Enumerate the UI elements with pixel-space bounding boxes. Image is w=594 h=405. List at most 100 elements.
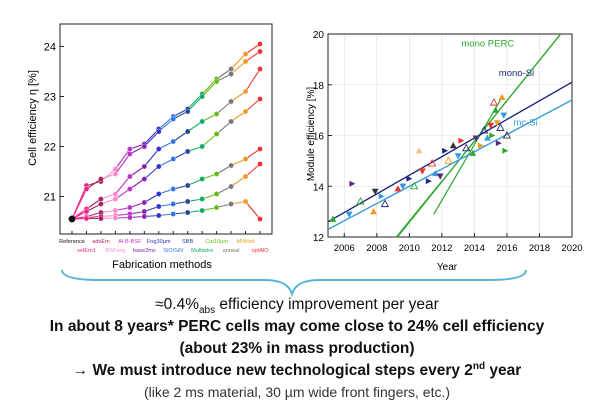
left-data-point xyxy=(127,173,133,180)
left-data-point xyxy=(257,41,263,47)
steps-line: → We must introduce new technological st… xyxy=(0,361,594,380)
left-category-label: selEm1 xyxy=(77,248,96,254)
left-step-arrow xyxy=(71,188,87,220)
left-data-point xyxy=(199,93,205,100)
left-data-point xyxy=(184,148,191,155)
left-data-point xyxy=(98,196,104,202)
right-y-tick-label: 20 xyxy=(313,30,325,41)
right-data-point xyxy=(399,183,407,190)
right-y-axis-label: Module efficiency [%] xyxy=(306,87,317,182)
left-data-point xyxy=(257,216,263,222)
right-y-tick-label: 12 xyxy=(313,233,325,244)
left-data-point xyxy=(213,191,220,197)
left-step-arrow xyxy=(143,166,160,180)
right-data-point xyxy=(469,149,477,156)
left-data-point xyxy=(155,163,162,170)
left-data-point xyxy=(170,201,177,207)
right-data-point xyxy=(406,175,413,182)
left-data-point xyxy=(155,128,162,135)
left-y-axis-label: Cell efficiency η [%] xyxy=(27,70,39,166)
left-data-point xyxy=(228,66,234,72)
rate-line: ≈0.4%abs efficiency improvement per year xyxy=(0,296,594,316)
left-data-point xyxy=(242,88,249,95)
left-data-point xyxy=(184,182,191,189)
right-data-point xyxy=(487,122,495,129)
perc-line: In about 8 years* PERC cells may come cl… xyxy=(49,318,545,335)
left-step-arrow xyxy=(245,163,261,177)
rate-value: ≈0.4% xyxy=(155,296,199,313)
left-x-axis-label: Fabrication methods xyxy=(112,259,212,271)
left-step-arrow xyxy=(245,98,261,112)
left-data-point xyxy=(112,191,119,197)
left-category-label: optAlO xyxy=(251,248,269,254)
left-category-label: SiO/SiN xyxy=(163,248,183,254)
right-x-axis-label: Year xyxy=(437,262,458,273)
right-x-tick-label: 2016 xyxy=(496,243,517,254)
left-step-arrow xyxy=(129,178,145,190)
left-data-point xyxy=(199,196,205,202)
left-category-label: anneal xyxy=(223,248,240,254)
right-data-point xyxy=(380,199,390,208)
right-x-tick-label: 2006 xyxy=(334,243,355,254)
left-step-arrow xyxy=(216,68,232,80)
left-step-arrow xyxy=(129,166,145,177)
right-x-tick-label: 2008 xyxy=(366,243,387,254)
left-data-point xyxy=(155,146,162,152)
left-data-point xyxy=(184,108,191,115)
right-data-point xyxy=(484,134,491,141)
left-category-label: base2ms xyxy=(133,248,156,254)
right-trend-label: mono-Si xyxy=(499,68,534,79)
left-step-arrow xyxy=(86,178,102,190)
left-data-point xyxy=(141,208,148,215)
left-data-point xyxy=(242,198,249,205)
left-data-point xyxy=(213,204,220,211)
right-data-point xyxy=(495,140,502,147)
left-data-point xyxy=(257,146,263,152)
right-data-point xyxy=(500,112,508,119)
right-data-point xyxy=(492,106,499,113)
right-data-point xyxy=(329,215,337,222)
left-data-point xyxy=(155,212,162,219)
left-step-arrow xyxy=(230,61,246,75)
left-reference-point xyxy=(68,215,76,223)
left-data-point xyxy=(112,171,119,177)
right-data-point xyxy=(498,93,506,101)
left-category-label: advEm xyxy=(92,239,110,245)
right-data-point xyxy=(427,158,437,167)
right-data-point xyxy=(489,97,499,106)
left-category-label: Al-B-BSF xyxy=(118,239,142,245)
right-trend-line xyxy=(328,99,572,231)
left-data-point xyxy=(127,151,133,157)
left-data-point xyxy=(213,78,220,85)
left-step-arrow xyxy=(216,101,232,115)
left-step-arrow xyxy=(245,148,261,160)
right-data-point xyxy=(449,142,457,149)
right-data-point xyxy=(493,120,501,127)
right-y-tick-label: 16 xyxy=(313,132,325,143)
steps-text: → We must introduce new technological st… xyxy=(72,362,473,380)
left-data-point xyxy=(213,131,220,137)
left-data-point xyxy=(155,191,162,197)
right-data-point xyxy=(444,156,453,164)
left-category-label: Multiwire xyxy=(191,248,213,254)
left-step-arrow xyxy=(114,153,131,175)
left-data-point xyxy=(127,204,133,211)
left-data-point xyxy=(141,213,148,220)
left-data-point xyxy=(83,208,90,215)
right-data-point xyxy=(496,123,505,131)
left-category-label: Fng30µm xyxy=(147,239,171,245)
right-data-point xyxy=(502,147,509,154)
left-step-arrow xyxy=(245,43,261,55)
right-data-point xyxy=(477,142,484,149)
right-y-tick-label: 18 xyxy=(313,81,325,92)
right-data-point xyxy=(418,168,426,175)
mass-production-line: (about 23% in mass production) xyxy=(179,340,415,357)
left-data-point xyxy=(228,71,234,77)
right-data-point xyxy=(462,143,471,152)
right-data-point xyxy=(415,147,423,154)
right-data-point xyxy=(431,169,439,177)
left-data-point xyxy=(228,118,234,125)
left-data-point xyxy=(184,128,191,135)
left-data-point xyxy=(228,183,234,190)
left-data-point xyxy=(228,201,234,207)
